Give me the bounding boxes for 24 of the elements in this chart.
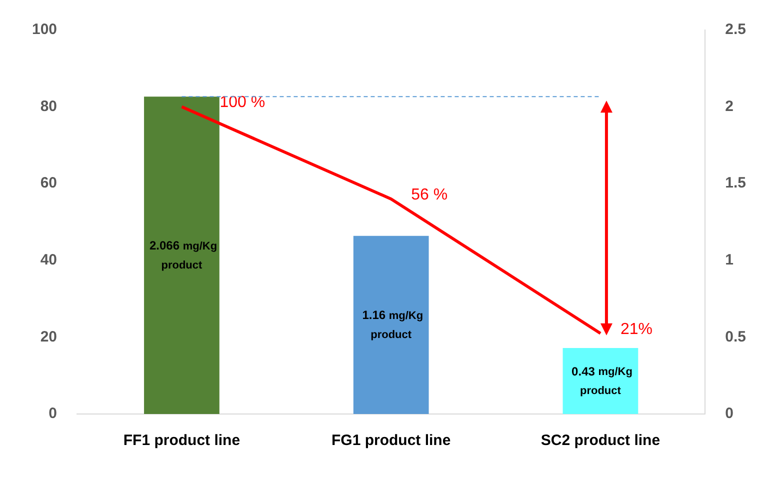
y2-tick-label: 1.5 (725, 174, 746, 192)
x-tick-label: SC2 product line (540, 432, 660, 450)
bar (353, 236, 429, 414)
annotation: 100 % (220, 94, 266, 112)
data-label: 2.066 mg/Kg product (149, 238, 218, 272)
y-tick-label: 80 (40, 98, 58, 115)
y-tick-label: 60 (40, 174, 58, 192)
y2-tick-label: 0 (725, 405, 734, 422)
data-label: 1.16 mg/Kg product (362, 308, 424, 341)
bar (144, 96, 220, 414)
x-tick-label: FF1 product line (123, 432, 240, 450)
y2-tick-label: 0.5 (725, 328, 746, 346)
bar (562, 348, 638, 414)
annotation: 56 % (411, 186, 448, 204)
annotation: 21% (620, 320, 652, 338)
y2-tick-label: 2 (725, 98, 734, 115)
data-label: 0.43 mg/Kg product (572, 364, 632, 398)
y-tick-label: 40 (40, 252, 58, 269)
y-tick-label: 0 (48, 405, 58, 422)
y2-tick-label: 2.5 (725, 21, 746, 38)
y-tick-label: 20 (40, 328, 58, 346)
y2-tick-label: 1 (725, 252, 734, 269)
x-tick-label: FG1 product line (331, 432, 451, 450)
y-tick-label: 100 (32, 21, 58, 38)
